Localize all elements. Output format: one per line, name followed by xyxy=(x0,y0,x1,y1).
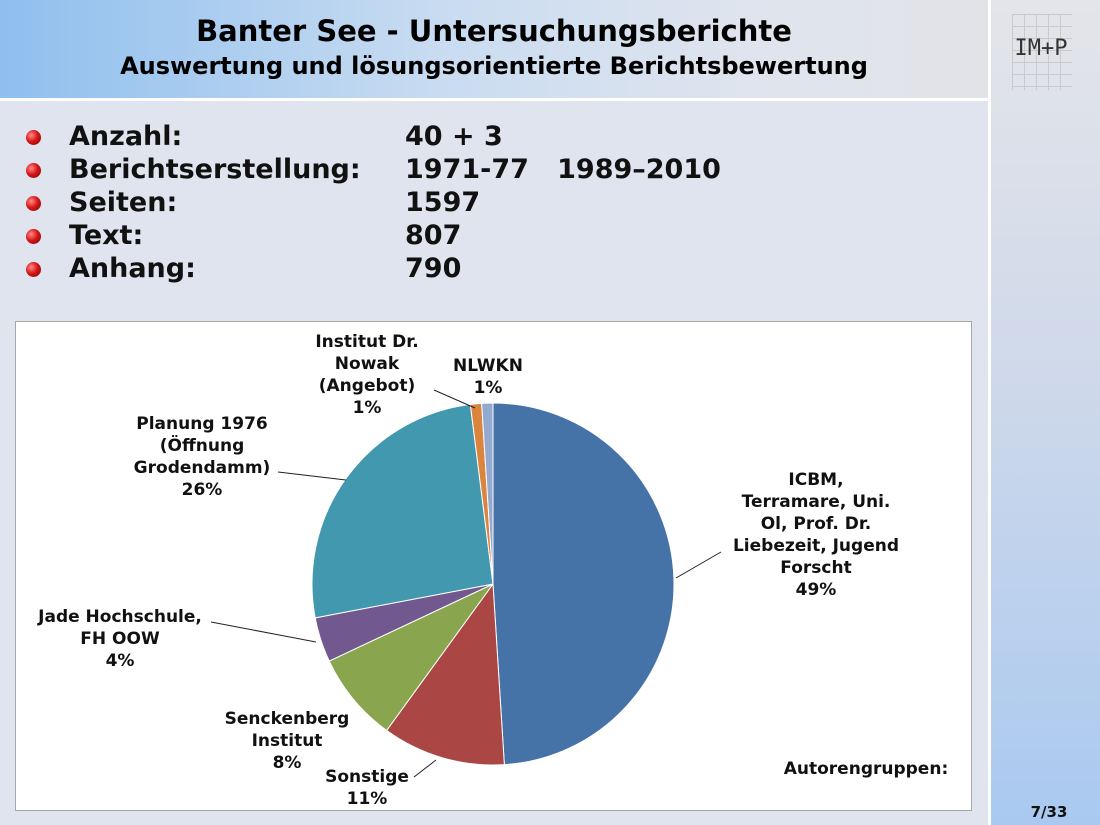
right-sidebar xyxy=(988,0,1100,825)
pie-chart: ICBM, Terramare, Uni. Ol, Prof. Dr. Liebeze… xyxy=(37,332,949,809)
slide-header: Banter See - Untersuchungsberichte Auswe… xyxy=(0,0,988,101)
chart-title: Autorengruppen: xyxy=(784,759,949,779)
fact-value: 807 xyxy=(405,220,462,251)
pie-chart-panel: ICBM, Terramare, Uni. Ol, Prof. Dr. Liebeze… xyxy=(15,321,972,811)
slice-label: Jade Hochschule, FH OOW 4% xyxy=(37,607,202,671)
fact-label: Anzahl: xyxy=(69,121,183,152)
leader-line xyxy=(675,551,722,579)
pie-slice xyxy=(492,402,675,766)
fact-value: 40 + 3 xyxy=(405,121,503,152)
fact-label: Text: xyxy=(69,220,144,251)
fact-label: Berichtserstellung: xyxy=(69,154,361,185)
bullet-icon xyxy=(26,262,41,277)
fact-label: Seiten: xyxy=(69,187,178,218)
pie-slice xyxy=(385,582,505,766)
slice-label: Sonstige 11% xyxy=(325,767,409,809)
leader-line xyxy=(210,621,317,643)
fact-value: 1971-77 1989–2010 xyxy=(405,154,721,185)
slice-label: NLWKN 1% xyxy=(453,356,523,398)
leader-line xyxy=(433,389,476,409)
slice-label: Senckenberg Institut 8% xyxy=(225,709,350,773)
bullet-icon xyxy=(26,130,41,145)
slide-subtitle: Auswertung und lösungsorientierte Berich… xyxy=(120,52,868,80)
company-logo: IM+P xyxy=(1014,36,1068,61)
fact-value: 790 xyxy=(405,253,462,284)
slice-label: ICBM, Terramare, Uni. Ol, Prof. Dr. Liebeze… xyxy=(733,470,899,600)
slice-label: Institut Dr. Nowak (Angebot) 1% xyxy=(315,332,418,418)
page-number: 7/33 xyxy=(1030,803,1068,821)
pie-slice xyxy=(481,402,494,585)
logo-grid xyxy=(1012,14,1072,90)
fact-label: Anhang: xyxy=(69,253,196,284)
slide-title: Banter See - Untersuchungsberichte xyxy=(196,14,792,48)
leader-line xyxy=(413,759,437,778)
bullet-icon xyxy=(26,163,41,178)
bullet-icon xyxy=(26,229,41,244)
fact-value: 1597 xyxy=(405,187,481,218)
pie-slice xyxy=(311,403,494,619)
leader-line xyxy=(277,471,347,481)
pie-slice xyxy=(328,583,494,732)
slice-label: Planung 1976 (Öffnung Grodendamm) 26% xyxy=(134,414,271,500)
bullet-icon xyxy=(26,196,41,211)
